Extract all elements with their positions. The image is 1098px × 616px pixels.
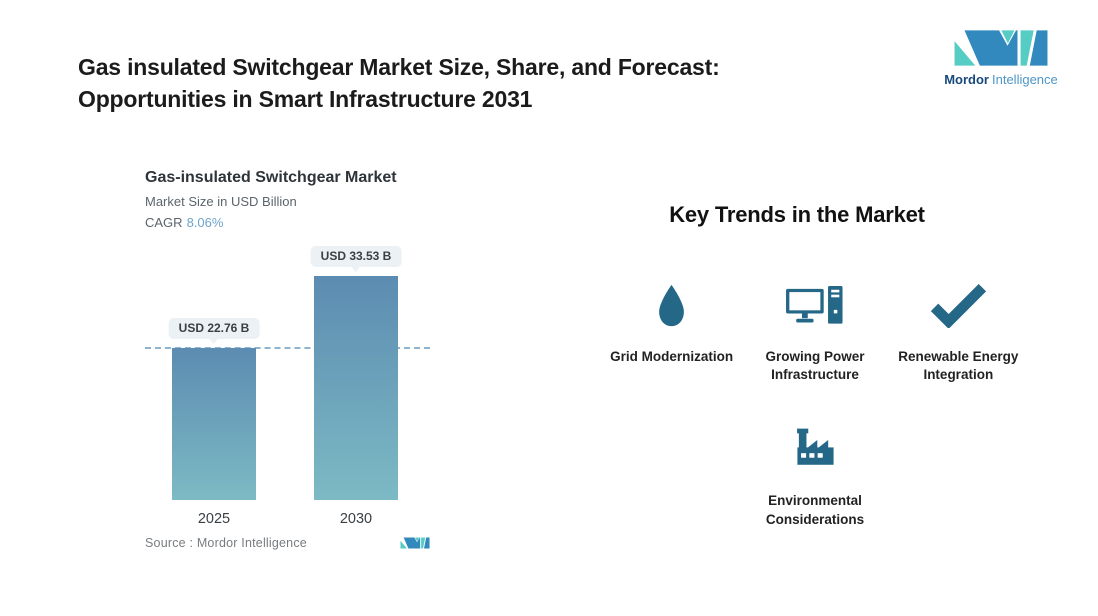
trend-label: Growing Power Infrastructure: [765, 349, 865, 383]
x-axis-label: 2030: [339, 511, 373, 527]
mordor-intelligence-mini-logo-icon: [400, 537, 430, 549]
brand-name: Mordor Intelligence: [944, 72, 1058, 87]
chart-title: Gas-insulated Switchgear Market: [145, 169, 397, 186]
bar-2025: [172, 347, 256, 500]
chart-subtitle: Market Size in USD Billion: [145, 194, 297, 209]
water-drop-icon: [655, 280, 688, 328]
source-label: Source : Mordor Intelligence: [145, 536, 307, 550]
trend-grid-modernization: Grid Modernization: [600, 280, 743, 384]
factory-icon: [792, 424, 839, 472]
x-axis-label: 2025: [197, 511, 231, 527]
chart-cagr: CAGR 8.06%: [145, 214, 430, 231]
checkmark-icon: [928, 280, 988, 328]
bar-value-badge: USD 33.53 B: [310, 246, 402, 267]
bar-2030: [314, 276, 398, 500]
chart-source-row: Source : Mordor Intelligence: [145, 536, 430, 550]
key-trends-heading: Key Trends in the Market: [669, 202, 925, 227]
reference-line: [145, 346, 430, 349]
brand-logo: Mordor Intelligence: [940, 28, 1062, 87]
page-title: Gas insulated Switchgear Market Size, Sh…: [78, 52, 720, 115]
market-size-chart: Gas-insulated Switchgear Market Market S…: [145, 168, 430, 550]
trend-renewable-energy-integration: Renewable Energy Integration: [887, 280, 1030, 384]
trend-label: Grid Modernization: [610, 349, 734, 364]
cagr-value: 8.06%: [186, 215, 224, 230]
trend-label: Renewable Energy Integration: [898, 349, 1019, 383]
mordor-intelligence-logo-icon: [954, 30, 1048, 66]
bar-chart-plot: USD 22.76 B USD 33.53 B 2025 2030: [145, 244, 430, 527]
page-title-line1: Gas insulated Switchgear Market Size, Sh…: [78, 54, 720, 80]
computer-icon: [786, 280, 844, 328]
page-title-line2: Opportunities in Smart Infrastructure 20…: [78, 85, 533, 112]
trend-row-1: Grid Modernization Growing Power Infrast…: [600, 280, 1030, 384]
cagr-label: CAGR: [145, 215, 183, 230]
bar-value-badge: USD 22.76 B: [168, 317, 260, 339]
trend-label: Environmental Considerations: [765, 493, 865, 527]
trend-growing-power-infrastructure: Growing Power Infrastructure: [743, 280, 886, 384]
key-trends-section: Key Trends in the Market Grid Modernizat…: [600, 202, 1030, 529]
trend-environmental-considerations: Environmental Considerations: [740, 424, 890, 528]
